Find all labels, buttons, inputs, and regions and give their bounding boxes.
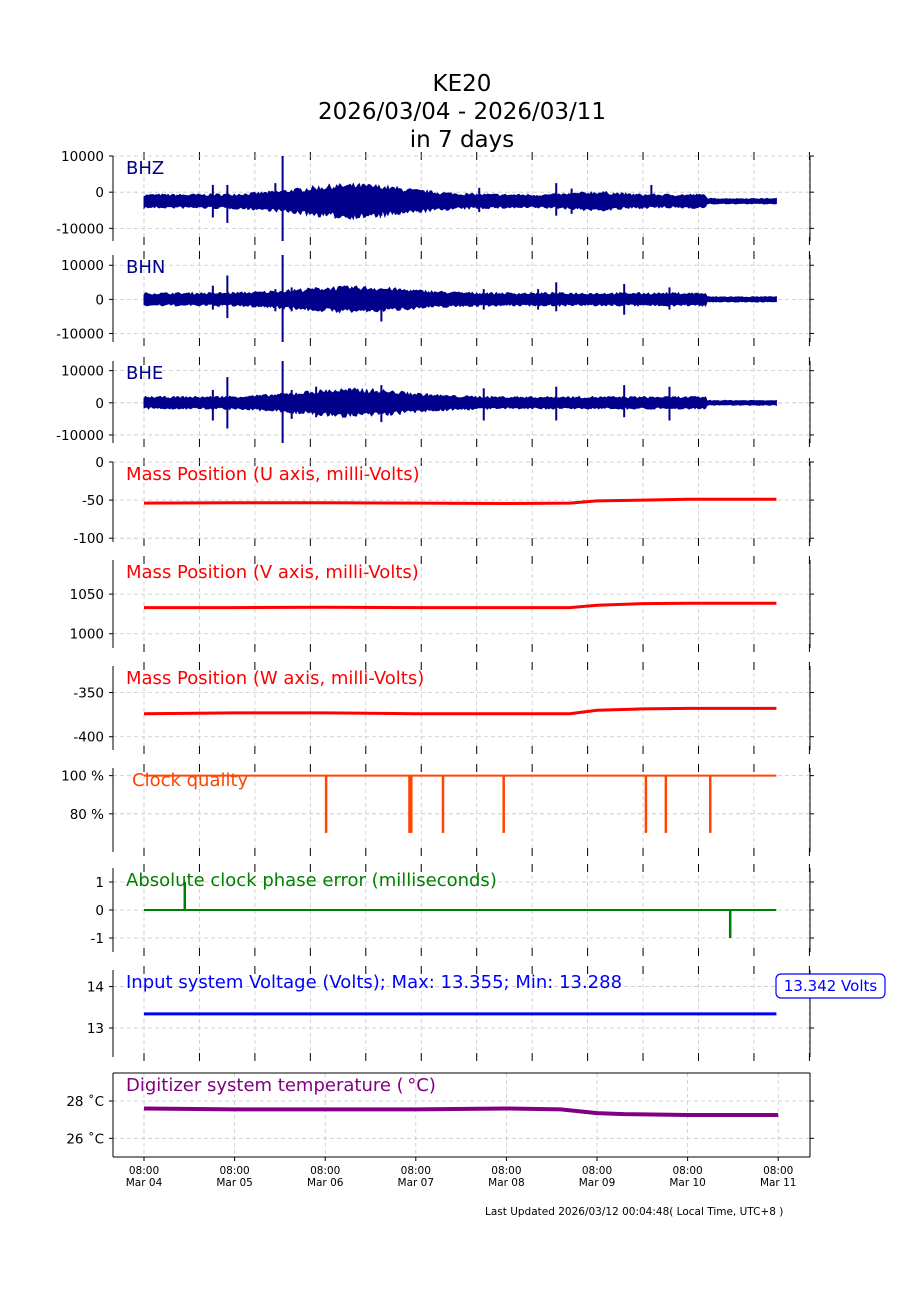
y-tick-label: 10000 [61,149,104,165]
y-tick-label: -400 [73,730,104,746]
panel-clock-quality: 100 % 80 % Clock quality [61,764,814,856]
x-tick-label-time: 08:00 [310,1165,340,1177]
date-range-title: 2026/03/04 - 2026/03/11 [317,99,607,125]
y-tick-label: 100 % [61,769,104,785]
panel-mass-w: -350 -400 Mass Position (W axis, milli-Vol… [73,662,814,754]
x-tick-label-time: 08:00 [491,1165,521,1177]
y-tick-label: -50 [82,493,104,509]
y-tick-label: 1 [95,875,104,891]
x-tick-label-date: Mar 06 [307,1177,344,1189]
y-tick-label: 14 [87,980,104,996]
data-line [143,1106,779,1117]
y-tick-label: 10000 [61,364,104,380]
current-value-label: 13.342 Volts [784,977,878,995]
panel-BHN: 10000 0 -10000 BHN [56,251,814,346]
y-tick-label: 13 [87,1021,104,1037]
y-tick-label: -10000 [56,428,104,444]
x-tick-label-date: Mar 10 [669,1177,706,1189]
y-tick-label: 80 % [70,807,104,823]
panel-mass-v: 1050 1000 Mass Position (V axis, milli-Vol… [70,556,814,652]
panel-mass-u: 0 -50 -100 Mass Position (U axis, milli-Vol… [73,455,814,547]
last-updated: Last Updated 2026/03/12 00:04:48( Local … [485,1206,784,1218]
y-tick-label: -1 [91,931,104,947]
y-tick-label: -100 [73,531,104,547]
data-line [143,706,777,716]
x-tick-label-time: 08:00 [672,1165,702,1177]
x-tick-label-date: Mar 04 [126,1177,163,1189]
y-tick-label: 1050 [70,587,104,603]
panel-label: BHN [126,257,165,278]
y-tick-label: -10000 [56,326,104,342]
span-title: in 7 days [409,127,515,153]
x-tick-label-date: Mar 09 [579,1177,616,1189]
panel-BHE: 10000 0 -10000 BHE [56,357,814,447]
panel-label: BHZ [126,158,164,179]
y-tick-label: -10000 [56,221,104,237]
waveform-envelope [143,182,777,221]
waveform-envelope [143,285,777,314]
x-tick-label-time: 08:00 [401,1165,431,1177]
panel-label: Mass Position (U axis, milli-Volts) [126,464,420,485]
y-tick-label: 0 [95,455,104,471]
x-tick-label-time: 08:00 [129,1165,159,1177]
panel-label: BHE [126,363,163,384]
panel-label: Digitizer system temperature ( °C) [126,1075,436,1096]
x-tick-label-date: Mar 11 [760,1177,797,1189]
y-tick-label: 0 [95,903,104,919]
panel-voltage: 14 13 Input system Voltage (Volts); Max: 1… [87,966,886,1061]
station-title: KE20 [432,71,492,97]
y-tick-label: 10000 [61,258,104,274]
x-tick-label-time: 08:00 [763,1165,793,1177]
x-tick-label-time: 08:00 [219,1165,249,1177]
y-tick-label: 0 [95,185,104,201]
data-line [143,497,777,506]
panel-BHZ: 10000 0 -10000 BHZ [56,149,814,245]
x-tick-label-date: Mar 07 [398,1177,435,1189]
panel-label: Absolute clock phase error (milliseconds… [126,870,497,891]
x-tick-label-date: Mar 08 [488,1177,525,1189]
y-tick-label: -350 [73,686,104,702]
data-line [144,601,777,610]
chart-title: KE20 2026/03/04 - 2026/03/11 in 7 days [0,70,900,154]
x-tick-label-time: 08:00 [582,1165,612,1177]
panel-label: Input system Voltage (Volts); Max: 13.35… [126,972,622,993]
panel-label: Clock quality [132,770,249,791]
current-value-box [775,973,886,999]
waveform-envelope [143,387,777,418]
y-tick-label: 28 ˚C [66,1093,104,1110]
y-tick-label: 26 ˚C [66,1130,104,1147]
panel-label: Mass Position (W axis, milli-Volts) [126,668,424,689]
y-tick-label: 0 [95,292,104,308]
panel-clock-phase: 1 0 -1 Absolute clock phase error (millisec… [91,864,814,956]
y-tick-label: 0 [95,396,104,412]
y-tick-label: 1000 [70,627,104,643]
panel-label: Mass Position (V axis, milli-Volts) [126,562,419,583]
x-tick-label-date: Mar 05 [216,1177,253,1189]
